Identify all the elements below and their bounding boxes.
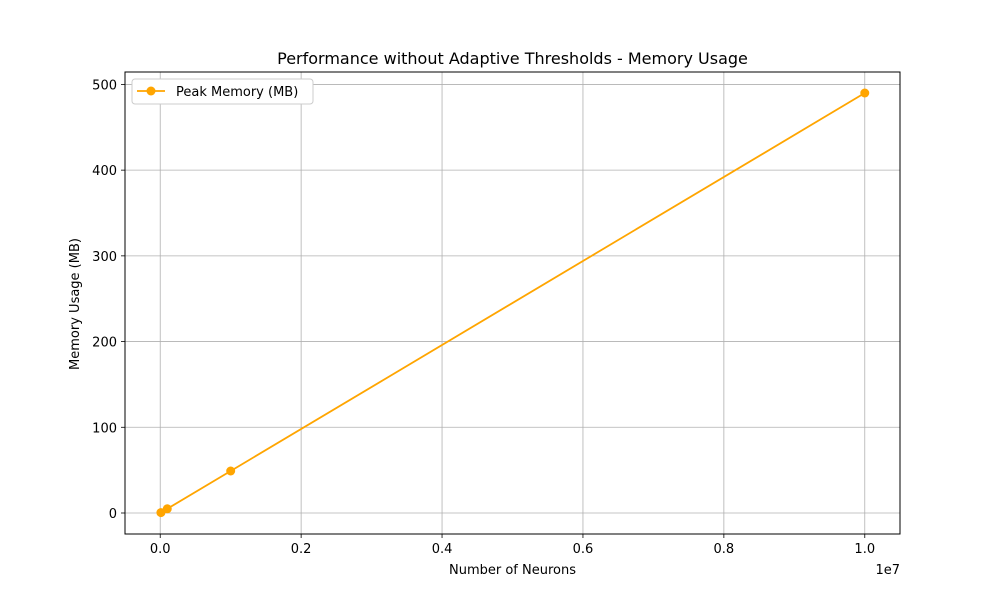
data-point bbox=[226, 466, 236, 476]
data-point bbox=[860, 88, 870, 98]
legend-marker-swatch bbox=[146, 86, 156, 96]
y-axis: 0 100 200 300 400 500 bbox=[92, 78, 125, 522]
y-tick-label: 0 bbox=[109, 507, 117, 522]
chart-title: Performance without Adaptive Thresholds … bbox=[277, 49, 748, 68]
x-axis: 0.0 0.2 0.4 0.6 0.8 1.0 bbox=[150, 534, 875, 557]
y-tick-label: 300 bbox=[92, 250, 117, 265]
y-tick-label: 200 bbox=[92, 336, 117, 351]
y-tick-label: 500 bbox=[92, 78, 117, 93]
x-tick-label: 0.6 bbox=[573, 542, 594, 557]
legend-box bbox=[131, 78, 314, 105]
x-tick-label: 0.4 bbox=[432, 542, 453, 557]
series-line bbox=[160, 92, 866, 514]
data-point bbox=[162, 504, 172, 514]
legend-label: Peak Memory (MB) bbox=[176, 85, 298, 100]
x-tick-label: 1.0 bbox=[854, 542, 875, 557]
y-tick-label: 400 bbox=[92, 164, 117, 179]
plot-area bbox=[124, 71, 901, 535]
series-group bbox=[156, 88, 870, 518]
legend: Peak Memory (MB) bbox=[131, 78, 314, 105]
y-tick-label: 100 bbox=[92, 421, 117, 436]
x-tick-label: 0.8 bbox=[714, 542, 735, 557]
x-axis-label: Number of Neurons bbox=[449, 563, 576, 578]
y-axis-label: Memory Usage (MB) bbox=[68, 238, 83, 370]
x-tick-label: 0.2 bbox=[291, 542, 312, 557]
x-tick-label: 0.0 bbox=[150, 542, 171, 557]
x-axis-offset-text: 1e7 bbox=[875, 563, 900, 578]
